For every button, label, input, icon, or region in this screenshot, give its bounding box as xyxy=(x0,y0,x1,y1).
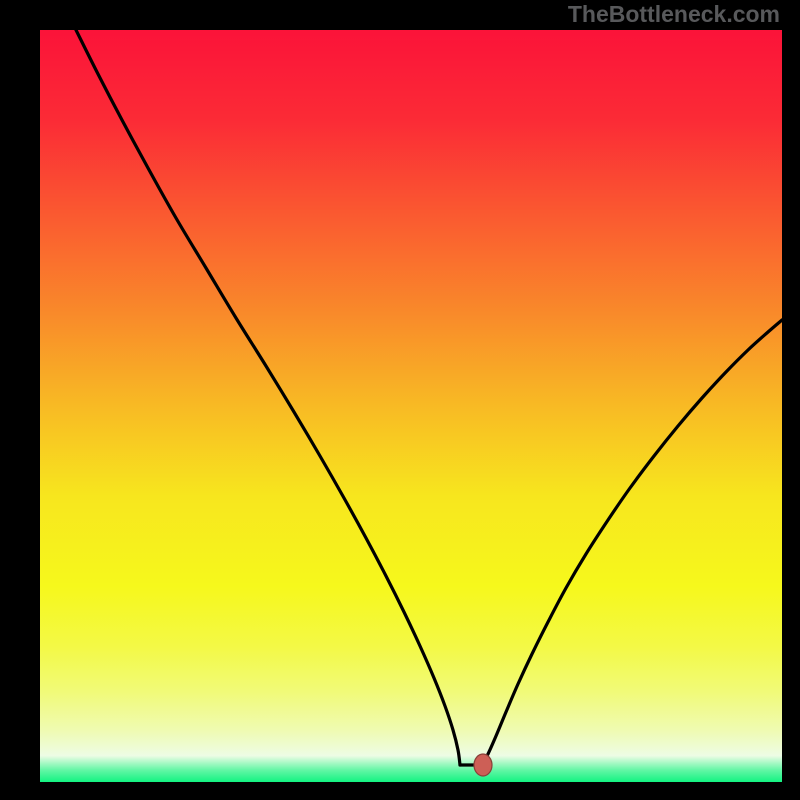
plot-area xyxy=(40,30,782,782)
optimal-point-marker xyxy=(474,754,492,776)
plot-svg xyxy=(40,30,782,782)
chart-frame: TheBottleneck.com xyxy=(0,0,800,800)
gradient-background xyxy=(40,30,782,782)
watermark-label: TheBottleneck.com xyxy=(568,3,780,26)
